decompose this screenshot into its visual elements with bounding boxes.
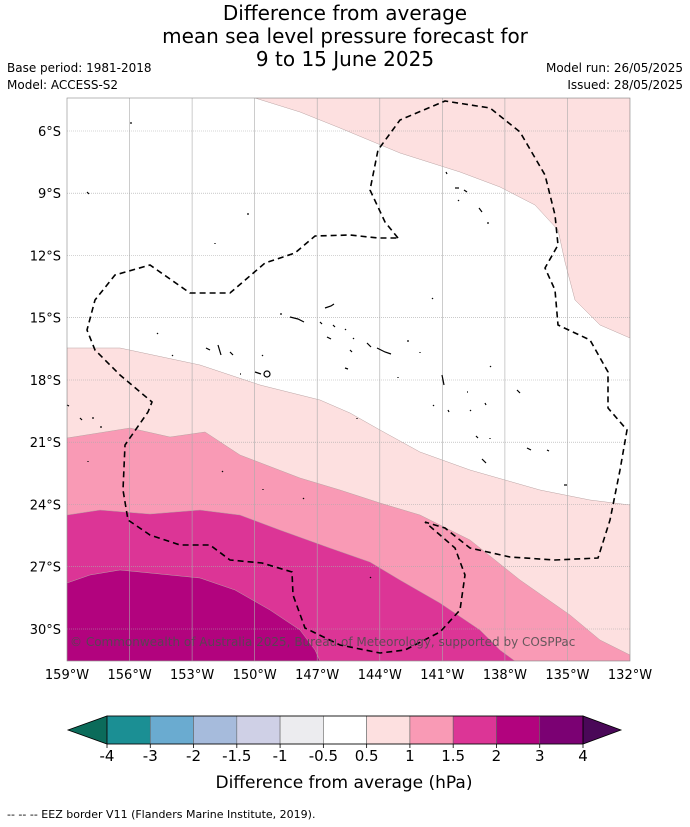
latitude-label: 30°S xyxy=(30,623,61,638)
base-period: Base period: 1981-2018 xyxy=(7,61,152,75)
copyright-notice: © Commonwealth of Australia 2025, Bureau… xyxy=(70,635,575,649)
colorbar-ticks: -4 -3 -2 -1.5 -1 -0.5 0.5 1 1.5 2 3 4 xyxy=(100,744,588,765)
longitude-label: 132°W xyxy=(608,668,652,683)
latitude-label: 6°S xyxy=(38,125,61,140)
latitude-label: 24°S xyxy=(30,499,61,514)
latitude-label: 15°S xyxy=(30,312,61,327)
pressure-anomaly-map: © Commonwealth of Australia 2025, Bureau… xyxy=(30,97,652,793)
colorbar-segment xyxy=(106,715,151,745)
colorbar-segment xyxy=(539,715,584,745)
plot-frame xyxy=(66,97,631,662)
colorbar-segment xyxy=(366,715,411,745)
latitude-label: 12°S xyxy=(30,250,61,265)
longitude-label: 147°W xyxy=(295,668,339,683)
latitude-label: 21°S xyxy=(30,436,61,451)
colorbar-tick-label: -1 xyxy=(273,747,288,765)
latitude-label: 18°S xyxy=(30,374,61,389)
longitude-labels: 159°W 156°W 153°W 150°W 147°W 144°W 141°W 138°W… xyxy=(45,668,652,683)
colorbar-under-arrow xyxy=(66,715,108,745)
longitude-label: 141°W xyxy=(420,668,464,683)
colorbar-tick-label: 4 xyxy=(578,747,588,765)
colorbar-tick-label: -3 xyxy=(143,747,158,765)
longitude-label: 159°W xyxy=(45,668,89,683)
colorbar-tick-label: -2 xyxy=(186,747,201,765)
colorbar-frame xyxy=(106,715,584,745)
colorbar-label: Difference from average (hPa) xyxy=(216,773,473,793)
model-name: Model: ACCESS-S2 xyxy=(7,78,119,92)
band-2-3 xyxy=(67,569,321,661)
colorbar-tick-label: -0.5 xyxy=(309,747,338,765)
colorbar xyxy=(66,715,623,745)
graticule xyxy=(67,98,630,661)
colorbar-segment xyxy=(193,715,238,745)
colorbar-segment xyxy=(279,715,324,745)
colorbar-tick-label: -1.5 xyxy=(222,747,251,765)
islands xyxy=(66,122,567,579)
colorbar-segment xyxy=(323,715,367,745)
colorbar-over-arrow xyxy=(582,715,623,745)
colorbar-tick-label: 3 xyxy=(535,747,545,765)
colorbar-segment xyxy=(496,715,541,745)
colorbar-segment xyxy=(236,715,281,745)
longitude-label: 144°W xyxy=(358,668,402,683)
issued-date: Issued: 28/05/2025 xyxy=(567,78,683,92)
latitude-label: 9°S xyxy=(38,187,61,202)
colorbar-tick-label: 1.5 xyxy=(441,747,465,765)
latitude-label: 27°S xyxy=(30,561,61,576)
colorbar-segment xyxy=(452,715,497,745)
colorbar-tick-label: 0.5 xyxy=(355,747,379,765)
colorbar-tick-label: 1 xyxy=(405,747,415,765)
colorbar-tick-label: -4 xyxy=(100,747,115,765)
longitude-label: 135°W xyxy=(545,668,589,683)
eez-border xyxy=(86,100,628,654)
title-line-3: 9 to 15 June 2025 xyxy=(255,47,435,71)
longitude-label: 156°W xyxy=(108,668,152,683)
latitude-labels: 6°S 9°S 12°S 15°S 18°S 21°S 24°S 27°S 30°S xyxy=(30,125,61,638)
colorbar-tick-label: 2 xyxy=(492,747,502,765)
anomaly-fields xyxy=(67,98,630,661)
longitude-label: 153°W xyxy=(170,668,214,683)
longitude-label: 138°W xyxy=(483,668,527,683)
eez-legend-note: -- -- -- EEZ border V11 (Flanders Marine… xyxy=(7,808,316,821)
model-run: Model run: 26/05/2025 xyxy=(545,61,683,75)
colorbar-segment xyxy=(149,715,194,745)
longitude-label: 150°W xyxy=(233,668,277,683)
title-line-1: Difference from average xyxy=(222,1,468,25)
title-line-2: mean sea level pressure forecast for xyxy=(162,24,528,48)
colorbar-segment xyxy=(409,715,454,745)
band-0.5-1-north xyxy=(254,98,630,339)
